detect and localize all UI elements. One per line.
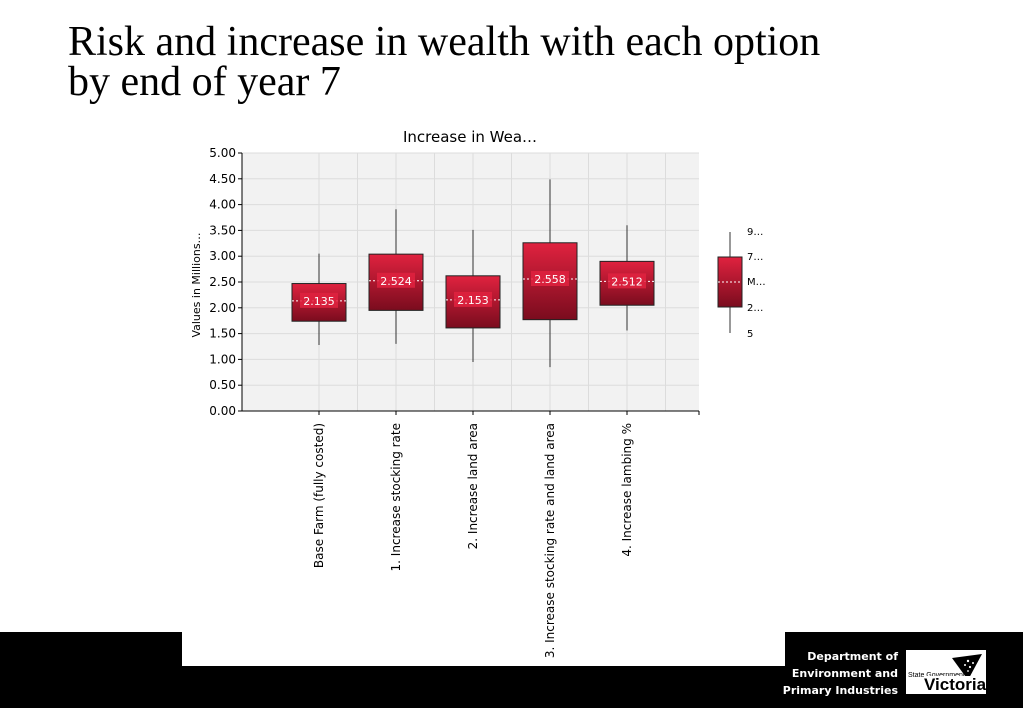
mean-label-bg: [531, 271, 569, 287]
victoria-map-icon: [952, 654, 982, 680]
box-3: 2.153: [445, 229, 501, 362]
mean-label-bg: [300, 292, 338, 308]
y-tick-label: 2.50: [209, 275, 236, 289]
legend-label: 5: [747, 329, 753, 340]
y-tick-label: 4.50: [209, 172, 236, 186]
box-2: 2.524: [368, 209, 424, 344]
slide-title-line1: Risk and increase in wealth with each op…: [68, 19, 821, 65]
x-category-label: 1. Increase stocking rate: [389, 423, 403, 571]
logo-victoria: Victoria: [924, 675, 986, 694]
y-tick-label: 5.00: [209, 146, 236, 160]
y-tick-label: 4.00: [209, 198, 236, 212]
legend-label: 9…: [747, 227, 763, 238]
department-line3: Primary Industries: [782, 684, 898, 697]
victoria-logo: State Government Victoria: [906, 650, 986, 694]
legend-label: M…: [747, 277, 766, 288]
legend-label: 2…: [747, 303, 763, 314]
department-name: Department of Environment and Primary In…: [760, 648, 898, 699]
x-category-label: 4. Increase lambing %: [620, 423, 634, 557]
slide-title-line2: by end of year 7: [68, 59, 341, 105]
box-5: 2.512: [599, 225, 655, 331]
y-tick-label: 3.00: [209, 249, 236, 263]
logo-state-government: State Government: [908, 672, 965, 679]
y-tick-label: 1.50: [209, 327, 236, 341]
y-tick-label: 0.50: [209, 378, 236, 392]
y-axis-title: Values in Millions…: [190, 232, 203, 337]
y-tick-label: 3.50: [209, 223, 236, 237]
y-tick-label: 1.00: [209, 352, 236, 366]
legend-label: 7…: [747, 252, 763, 263]
mean-label-bg: [608, 273, 646, 289]
mean-label: 2.558: [534, 273, 566, 286]
x-category-label: 2. Increase land area: [466, 423, 480, 549]
department-line2: Environment and: [791, 667, 898, 680]
mean-label-bg: [377, 272, 415, 288]
y-tick-label: 2.00: [209, 301, 236, 315]
y-tick-label: 0.00: [209, 404, 236, 418]
department-line1: Department of: [807, 650, 898, 663]
mean-label: 2.153: [457, 294, 489, 307]
slide-title: Risk and increase in wealth with each op…: [68, 19, 968, 105]
mean-label: 2.135: [303, 295, 335, 308]
mean-label: 2.512: [611, 275, 643, 288]
footer-bar-left: [0, 632, 182, 708]
box-1: 2.135: [291, 253, 347, 345]
x-category-label: Base Farm (fully costed): [312, 423, 326, 568]
mean-label: 2.524: [380, 275, 412, 288]
mean-label-bg: [454, 291, 492, 307]
footer-bar-bottom: [182, 666, 1023, 708]
box-4: 2.558: [522, 179, 578, 368]
x-category-label: 3. Increase stocking rate and land area: [543, 423, 557, 658]
chart-title: Increase in Wea…: [403, 128, 537, 146]
